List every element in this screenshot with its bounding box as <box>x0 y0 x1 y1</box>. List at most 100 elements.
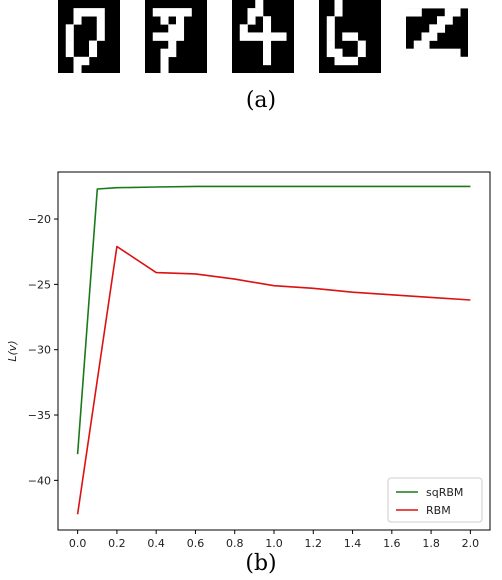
digit-image-3 <box>232 0 294 73</box>
digit-pixel <box>421 40 430 49</box>
digit-image-1 <box>58 0 120 74</box>
digit-pixel <box>278 32 287 41</box>
digit-pixel <box>444 8 453 17</box>
x-tick-label: 0.4 <box>147 537 165 550</box>
digit-pixel <box>73 8 82 17</box>
digit-pixel <box>73 16 82 25</box>
digit-pixel <box>255 32 264 41</box>
digit-pixel <box>89 48 98 58</box>
digit-pixel <box>413 8 422 17</box>
digit-pixel <box>452 8 461 17</box>
x-tick-label: 1.0 <box>265 537 283 550</box>
digit-pixel <box>263 40 272 49</box>
digit-pixel <box>65 40 74 49</box>
digit-pixel <box>81 8 90 17</box>
digit-pixel <box>326 16 335 25</box>
digit-pixel <box>96 32 105 41</box>
digit-pixel <box>357 48 366 58</box>
digit-pixel <box>183 8 192 17</box>
series-line-rbm <box>76 245 471 515</box>
digit-pixel <box>357 40 366 49</box>
digit-image-2 <box>145 0 207 74</box>
digit-pixel <box>255 8 264 17</box>
digit-pixel <box>326 32 335 41</box>
digit-pixel <box>176 8 185 17</box>
caption-b: (b) <box>245 551 277 576</box>
digit-pixel <box>460 64 469 74</box>
digit-pixel <box>73 56 82 66</box>
digit-pixel <box>168 24 177 33</box>
digit-pixel <box>429 56 438 66</box>
digit-pixel <box>263 48 272 58</box>
digit-pixel <box>444 64 453 74</box>
digit-pixel <box>444 0 453 9</box>
x-tick-label: 1.8 <box>422 537 440 550</box>
digit-pixel <box>89 8 98 17</box>
digit-pixel <box>413 0 422 9</box>
x-tick-label: 1.2 <box>305 537 323 550</box>
digit-pixel <box>160 16 169 25</box>
digit-pixel <box>96 16 105 25</box>
digit-image-4 <box>319 0 381 73</box>
digit-pixel <box>160 56 169 66</box>
digit-pixel <box>437 16 446 25</box>
legend: sqRBM RBM <box>387 477 483 523</box>
digit-pixel <box>406 64 415 74</box>
digit-pixel <box>239 24 248 33</box>
digit-pixel <box>168 40 177 49</box>
digit-pixel <box>429 32 438 41</box>
legend-label-sqrbm: sqRBM <box>426 486 463 499</box>
digit-pixel <box>326 24 335 33</box>
digit-pixel <box>342 32 351 41</box>
x-tick-label: 0.8 <box>226 537 244 550</box>
digit-pixel <box>160 64 169 74</box>
x-tick-label: 1.4 <box>344 537 362 550</box>
digit-pixel <box>65 24 74 33</box>
digit-pixel <box>73 64 82 74</box>
digit-pixel <box>96 8 105 17</box>
x-tick-label: 0.6 <box>187 537 205 550</box>
y-tick-label: −40 <box>28 474 51 487</box>
digit-pixel <box>406 0 415 9</box>
digit-pixel <box>437 0 446 9</box>
digit-pixel <box>429 48 438 58</box>
digit-pixel <box>452 56 461 66</box>
digit-pixel <box>326 48 335 58</box>
digit-pixel <box>452 64 461 74</box>
digit-pixel <box>452 0 461 9</box>
digit-pixel <box>65 48 74 58</box>
digit-image-5 <box>406 0 469 74</box>
digit-pixel <box>452 48 461 58</box>
x-axis-label: ascent steps, ×1e6 <box>221 553 328 555</box>
digit-pixel <box>421 56 430 66</box>
digit-pixel <box>263 16 272 25</box>
digit-pixel <box>239 32 248 41</box>
digit-pixel <box>263 32 272 41</box>
digit-pixel <box>413 40 422 49</box>
digit-pixel <box>263 24 272 33</box>
digit-pixel <box>263 56 272 66</box>
digit-pixel <box>168 8 177 17</box>
digit-pixel <box>168 32 177 41</box>
digit-pixel <box>168 48 177 58</box>
digit-pixel <box>270 32 279 41</box>
digit-pixel <box>437 24 446 33</box>
digit-pixel <box>176 32 185 41</box>
digit-pixel <box>421 32 430 41</box>
x-tick-label: 0.0 <box>69 537 87 550</box>
digit-pixel <box>152 8 161 17</box>
digit-pixel <box>460 0 469 9</box>
digit-pixel <box>342 56 351 66</box>
digit-pixel <box>406 8 415 17</box>
caption-a: (a) <box>245 88 277 113</box>
digit-pixel <box>334 56 343 66</box>
digit-pixel <box>413 48 422 58</box>
digit-pixel <box>406 48 415 58</box>
digit-pixel <box>326 40 335 49</box>
digit-pixel <box>460 56 469 66</box>
digit-pixel <box>334 8 343 17</box>
legend-box <box>387 477 483 523</box>
digit-pixel <box>160 8 169 17</box>
digit-pixel <box>247 32 256 41</box>
digit-pixel <box>89 40 98 49</box>
